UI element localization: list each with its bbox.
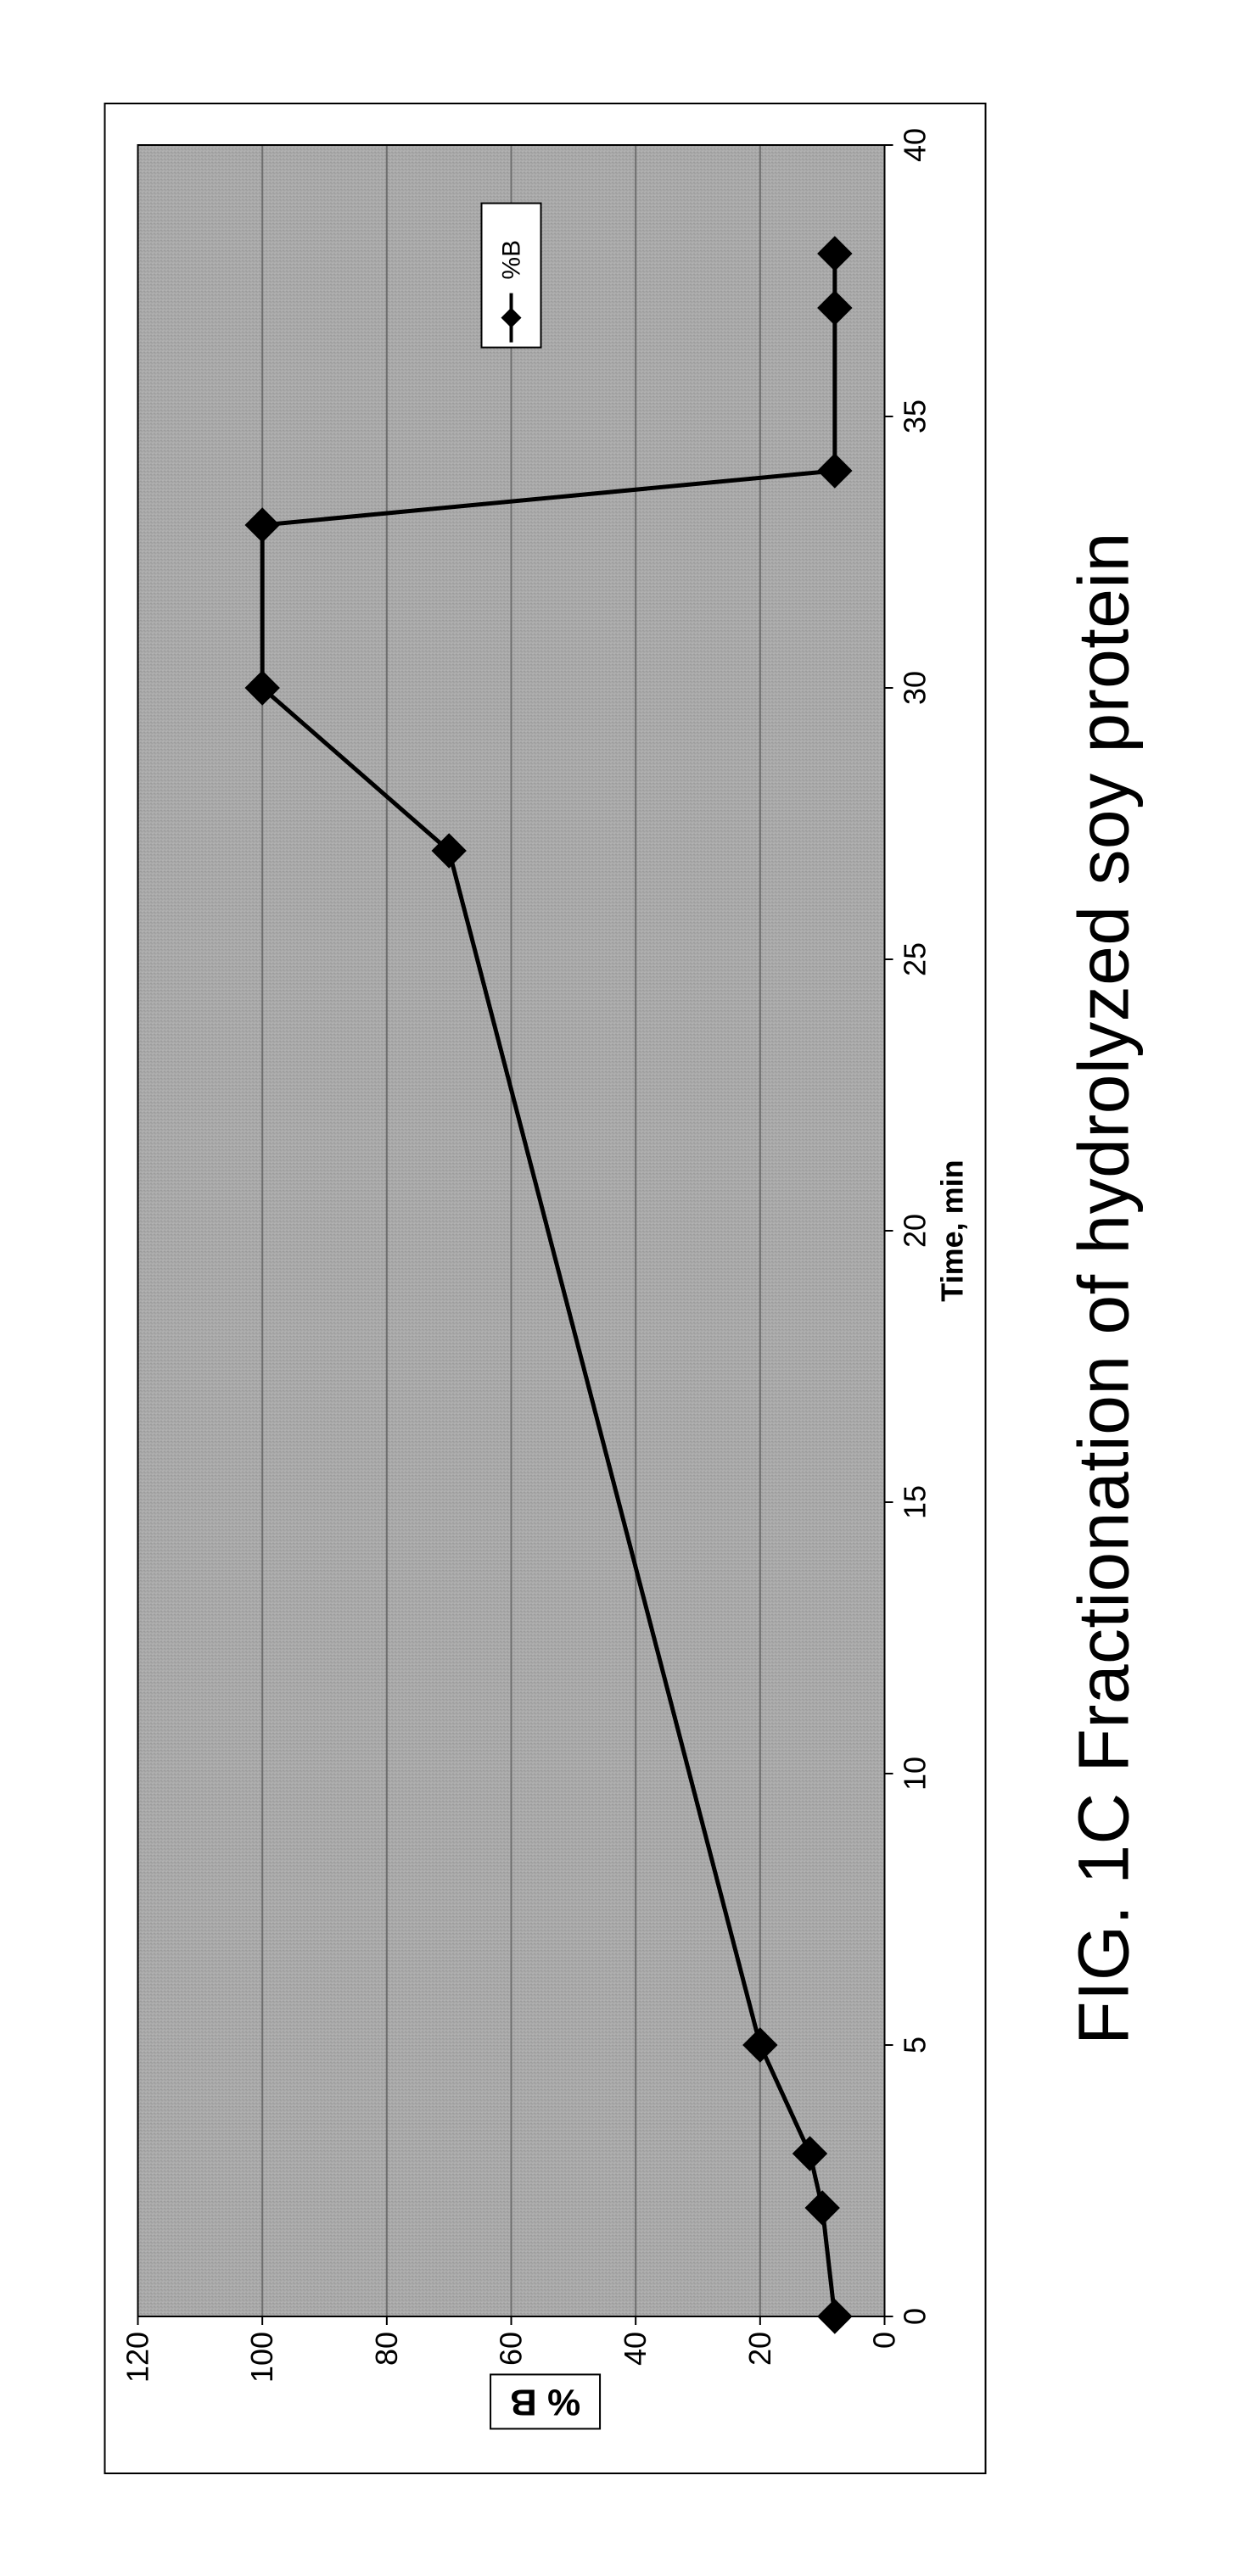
y-axis-label-box: % B (490, 2373, 601, 2429)
x-tick-label: 15 (898, 1484, 933, 1518)
x-axis-label: Time, min (935, 1159, 970, 1301)
legend-label: %B (498, 239, 526, 279)
y-tick-label: 80 (369, 2332, 404, 2366)
figure-caption: FIG. 1C Fractionation of hydrolyzed soy … (1063, 103, 1145, 2474)
y-axis-label: % B (510, 2381, 580, 2422)
x-tick-label: 25 (898, 942, 933, 975)
y-tick-label: 20 (742, 2332, 777, 2366)
legend: %B (482, 203, 541, 347)
plot-wrap: 0 20 40 60 80 100 120 0 5 10 15 20 25 30 35 40 Time, min… (121, 120, 970, 2393)
x-tick-label: 5 (898, 2036, 933, 2053)
x-tick-label: 35 (898, 399, 933, 433)
x-tick-label: 0 (898, 2307, 933, 2324)
y-tick-label: 0 (867, 2332, 902, 2349)
x-tick-label: 30 (898, 670, 933, 704)
x-tick-label: 40 (898, 127, 933, 161)
chart-outer-frame: % B 0 20 40 60 80 100 120 0 5 10 15 20 25 30 35 40 Time,… (104, 103, 987, 2474)
y-tick-label: 60 (494, 2332, 529, 2366)
y-tick-label: 40 (618, 2332, 653, 2366)
line-chart: 0 20 40 60 80 100 120 0 5 10 15 20 25 30 35 40 Time, min… (121, 120, 970, 2393)
x-tick-label: 20 (898, 1213, 933, 1247)
y-tick-label: 100 (244, 2332, 279, 2383)
y-tick-label: 120 (121, 2332, 155, 2383)
x-tick-label: 10 (898, 1756, 933, 1790)
rotated-content: % B 0 20 40 60 80 100 120 0 5 10 15 20 25 30 35 40 Time,… (104, 103, 1145, 2474)
page: % B 0 20 40 60 80 100 120 0 5 10 15 20 25 30 35 40 Time,… (0, 0, 1249, 2576)
